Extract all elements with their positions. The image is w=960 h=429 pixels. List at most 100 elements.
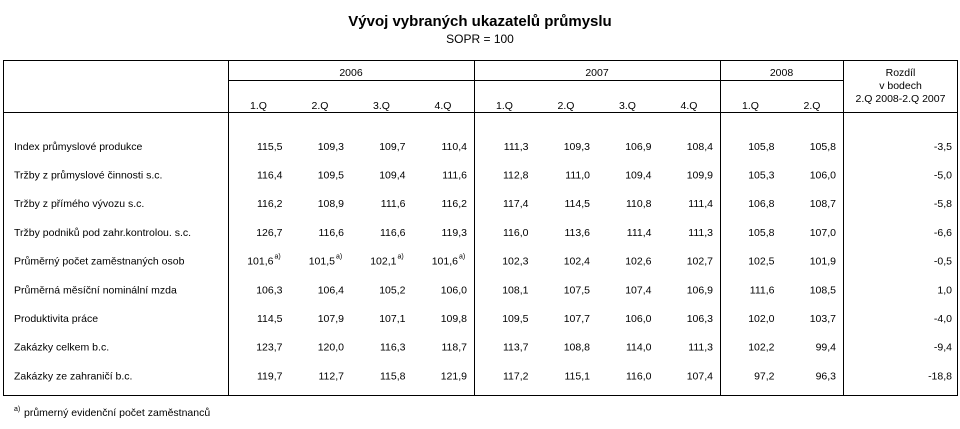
quarter-label: 3.Q — [619, 100, 636, 112]
cell: 112,7 — [319, 370, 345, 382]
cell: 111,3 — [688, 342, 713, 354]
cell: 108,4 — [687, 141, 713, 153]
cell: 109,4 — [379, 169, 405, 181]
cell: 105,8 — [748, 141, 774, 153]
row-label: Tržby podniků pod zahr.kontrolou. s.c. — [14, 227, 191, 239]
cell: 114,0 — [626, 342, 652, 354]
cell: 116,6 — [319, 227, 345, 239]
cell: 96,3 — [816, 370, 837, 382]
cell: -18,8 — [928, 370, 952, 382]
cell: 108,7 — [810, 198, 836, 210]
cell: 112,8 — [503, 169, 529, 181]
row-label: Index průmyslové produkce — [14, 141, 143, 153]
row-label: Produktivita práce — [14, 313, 98, 325]
quarter-label: 1.Q — [250, 100, 267, 112]
cell: 106,9 — [687, 284, 713, 296]
quarter-label: 2.Q — [804, 100, 821, 112]
cell: 108,1 — [502, 284, 528, 296]
cell: 109,9 — [687, 169, 713, 181]
footnote-mark: a) — [14, 406, 20, 413]
cell: 99,4 — [816, 342, 837, 354]
cell: 109,3 — [564, 141, 590, 153]
cell: 108,9 — [318, 198, 344, 210]
cell: 97,2 — [754, 370, 775, 382]
row-label: Průměrná měsíční nominální mzda — [14, 284, 177, 296]
quarter-label: 3.Q — [373, 100, 390, 112]
year-label: 2008 — [770, 67, 794, 79]
cell: 109,8 — [441, 313, 467, 325]
cell: 106,0 — [441, 284, 467, 296]
cell: 102,5 — [748, 256, 774, 268]
cell-note: a) — [459, 254, 465, 261]
cell: 119,3 — [442, 227, 468, 239]
cell: 105,2 — [379, 284, 405, 296]
cell: 106,0 — [810, 169, 836, 181]
year-label: 2006 — [339, 67, 363, 79]
cell: 126,7 — [256, 227, 282, 239]
cell: 116,2 — [442, 198, 468, 210]
cell: 110,8 — [626, 198, 652, 210]
cell: 102,1 — [370, 256, 396, 268]
cell: 102,3 — [502, 256, 528, 268]
row-label: Tržby z průmyslové činnosti s.c. — [14, 169, 162, 181]
cell: 111,4 — [627, 227, 652, 239]
cell: 111,6 — [381, 198, 406, 210]
cell: 101,6 — [247, 256, 273, 268]
cell: 115,8 — [380, 370, 406, 382]
cell: 119,7 — [257, 370, 283, 382]
cell: 113,7 — [503, 342, 529, 354]
diff-header: 2.Q 2008-2.Q 2007 — [856, 93, 946, 105]
cell: -6,6 — [934, 227, 952, 239]
quarter-label: 1.Q — [496, 100, 513, 112]
cell: 107,0 — [810, 227, 836, 239]
cell: 116,2 — [257, 198, 283, 210]
cell: 110,4 — [442, 141, 468, 153]
cell: 108,5 — [810, 284, 836, 296]
cell: 115,5 — [257, 141, 283, 153]
cell: 116,0 — [626, 370, 652, 382]
cell: -5,0 — [934, 169, 952, 181]
cell-note: a) — [275, 254, 281, 261]
row-label: Průměrný počet zaměstnaných osob — [14, 256, 185, 268]
subtitle: SOPR = 100 — [446, 32, 514, 46]
quarter-label: 2.Q — [558, 100, 575, 112]
cell: 105,8 — [748, 227, 774, 239]
cell: 120,0 — [318, 342, 344, 354]
cell: 111,6 — [750, 284, 775, 296]
cell: -0,5 — [934, 256, 952, 268]
cell: 102,0 — [748, 313, 774, 325]
quarter-label: 4.Q — [435, 100, 452, 112]
cell: 114,5 — [257, 313, 283, 325]
cell: 107,9 — [318, 313, 344, 325]
cell: 117,4 — [503, 198, 529, 210]
cell: 121,9 — [441, 370, 467, 382]
cell: -9,4 — [934, 342, 952, 354]
cell: 102,6 — [625, 256, 651, 268]
cell: 107,7 — [564, 313, 590, 325]
cell: 111,4 — [688, 198, 713, 210]
year-label: 2007 — [585, 67, 609, 79]
cell: 101,5 — [309, 256, 335, 268]
quarter-label: 1.Q — [742, 100, 759, 112]
diff-header: v bodech — [879, 80, 922, 92]
cell-note: a) — [398, 254, 404, 261]
cell: -5,8 — [934, 198, 952, 210]
cell: 105,8 — [810, 141, 836, 153]
cell: 109,5 — [318, 169, 344, 181]
cell: 109,3 — [318, 141, 344, 153]
cell: -4,0 — [934, 313, 952, 325]
cell: 1,0 — [937, 284, 952, 296]
cell: 107,4 — [625, 284, 651, 296]
cell: 111,6 — [442, 169, 467, 181]
cell: 106,3 — [256, 284, 282, 296]
cell: 117,2 — [503, 370, 529, 382]
row-label: Zakázky celkem b.c. — [14, 342, 109, 354]
cell: 101,6 — [432, 256, 458, 268]
cell: 105,3 — [748, 169, 774, 181]
cell: 106,9 — [625, 141, 651, 153]
cell: 106,3 — [687, 313, 713, 325]
cell: 103,7 — [810, 313, 836, 325]
cell: 111,3 — [688, 227, 713, 239]
cell: -3,5 — [934, 141, 952, 153]
